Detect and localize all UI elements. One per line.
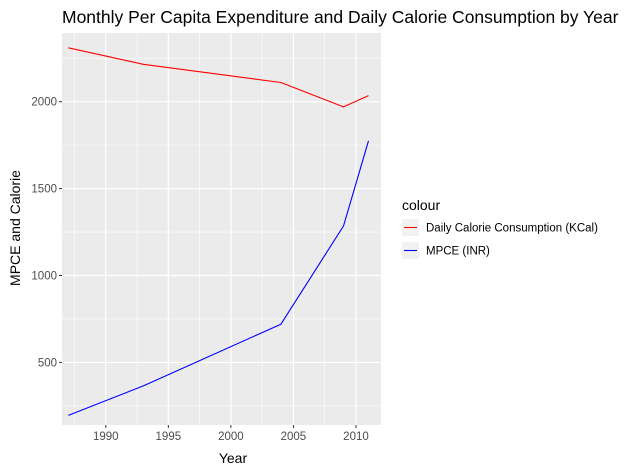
series-line-2 <box>68 140 370 416</box>
x-tick-label: 1990 <box>93 431 119 443</box>
legend-items: Daily Calorie Consumption (KCal) MPCE (IN… <box>402 219 598 259</box>
series-layer <box>68 47 370 416</box>
x-axis-ticks: 1990 1995 2000 2005 2010 <box>93 425 369 443</box>
y-tick-label: 1500 <box>31 184 57 196</box>
x-tick-label: 2000 <box>218 431 244 443</box>
major-gridlines <box>62 33 381 425</box>
y-axis-ticks: 500 1000 1500 2000 <box>31 97 62 369</box>
x-tick-label: 2010 <box>343 431 369 443</box>
x-axis-title: Year <box>219 450 248 466</box>
legend-label-1: Daily Calorie Consumption (KCal) <box>426 223 598 235</box>
y-tick-label: 500 <box>38 357 57 369</box>
chart-title: Monthly Per Capita Expenditure and Daily… <box>62 7 619 27</box>
series-line-1 <box>68 47 369 108</box>
x-tick-label: 2005 <box>281 431 307 443</box>
legend-title: colour <box>402 197 440 213</box>
x-tick-label: 1995 <box>156 431 182 443</box>
y-tick-label: 1000 <box>31 271 57 283</box>
minor-gridlines <box>62 33 381 425</box>
plot-panel <box>62 33 381 425</box>
y-tick-label: 2000 <box>31 97 57 109</box>
legend: colour Daily Calorie Consumption (KCal) M… <box>402 197 598 259</box>
y-axis-title: MPCE and Calorie <box>7 170 23 286</box>
legend-label-2: MPCE (INR) <box>426 246 490 258</box>
